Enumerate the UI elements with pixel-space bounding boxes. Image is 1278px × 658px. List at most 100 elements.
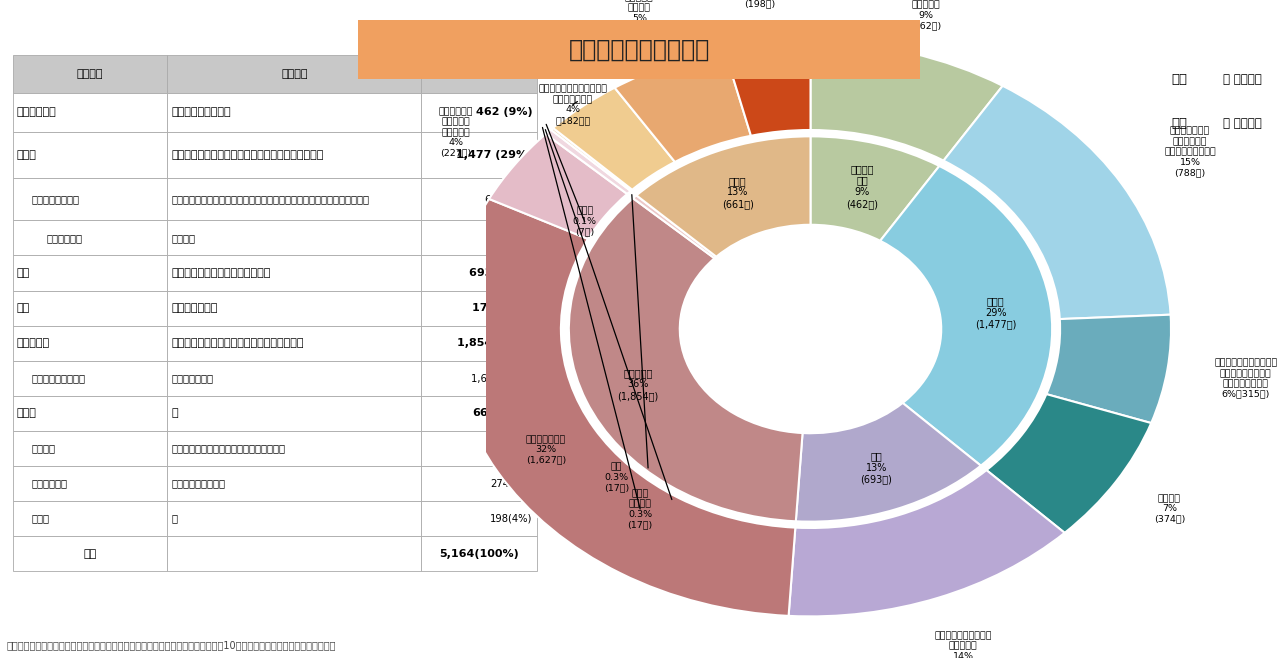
Text: 件数（割合）: 件数（割合） xyxy=(459,69,498,79)
Bar xyxy=(13,220,167,255)
FancyBboxPatch shape xyxy=(330,16,948,82)
Wedge shape xyxy=(633,195,717,259)
Wedge shape xyxy=(1047,315,1171,423)
Text: 下部農地での栽培作物: 下部農地での栽培作物 xyxy=(569,38,709,61)
Text: みょうが、ふき、うど、あしたば、わらび、どくだみ、レッドクローバー: みょうが、ふき、うど、あしたば、わらび、どくだみ、レッドクローバー xyxy=(171,194,369,204)
Bar xyxy=(13,536,167,571)
Bar xyxy=(167,466,422,501)
Bar xyxy=(13,255,167,291)
Bar xyxy=(422,178,537,220)
Bar xyxy=(422,395,537,431)
Bar xyxy=(13,501,167,536)
Text: 693 (13%): 693 (13%) xyxy=(469,268,533,278)
Text: 茶
4%
(198件): 茶 4% (198件) xyxy=(744,0,776,9)
Text: ｜ 主な作物: ｜ 主な作物 xyxy=(1223,117,1261,130)
Bar xyxy=(13,326,167,361)
Text: さかき・しきみ: さかき・しきみ xyxy=(171,373,213,383)
Text: うちみょうが: うちみょうが xyxy=(46,233,82,243)
Bar xyxy=(422,55,537,93)
Text: 合計: 合計 xyxy=(83,549,97,559)
Text: 1,477 (29%): 1,477 (29%) xyxy=(456,150,533,160)
Text: うち牧草: うち牧草 xyxy=(32,443,56,453)
Text: 土地利用
作物
9%
(462件): 土地利用 作物 9% (462件) xyxy=(846,164,878,209)
Bar xyxy=(422,431,537,466)
Wedge shape xyxy=(881,166,1052,466)
Text: 土地利用作物: 土地利用作物 xyxy=(17,107,56,117)
Text: 野菜（小松菜、白菜、ねぎ、かぼちゃ等）、いも類: 野菜（小松菜、白菜、ねぎ、かぼちゃ等）、いも類 xyxy=(171,150,323,160)
Text: 米、麦、
大豆、そば
9%
(462件): 米、麦、 大豆、そば 9% (462件) xyxy=(910,0,942,30)
Text: ユリ、
パンジー
0.3%
(17件): ユリ、 パンジー 0.3% (17件) xyxy=(627,489,653,529)
Text: 野菜等
29%
(1,477件): 野菜等 29% (1,477件) xyxy=(975,296,1016,329)
Text: 作物分類: 作物分類 xyxy=(77,69,104,79)
Text: 外円: 外円 xyxy=(1171,117,1187,130)
Text: センリョウ、
マホニア、
タマリュウ
4%
(227件): センリョウ、 マホニア、 タマリュウ 4% (227件) xyxy=(438,107,473,158)
Text: 182(4%): 182(4%) xyxy=(491,443,533,453)
Text: 1,627 (32%): 1,627 (32%) xyxy=(472,373,533,383)
Text: その他: その他 xyxy=(17,409,37,418)
Text: 果樹
13%
(693件): 果樹 13% (693件) xyxy=(860,451,892,484)
Wedge shape xyxy=(810,136,939,241)
Text: うち茶: うち茶 xyxy=(32,514,50,524)
Text: しいたけ、さくらげ: しいたけ、さくらげ xyxy=(171,478,225,488)
Text: 果樹: 果樹 xyxy=(17,268,31,278)
Text: しいたけ、
きくらげ
5%
(274件): しいたけ、 きくらげ 5% (274件) xyxy=(624,0,654,33)
Text: その他
0.1%
(7件): その他 0.1% (7件) xyxy=(573,207,597,236)
Bar xyxy=(167,255,422,291)
Wedge shape xyxy=(810,41,1003,161)
Text: 花き
0.3%
(17件): 花き 0.3% (17件) xyxy=(603,463,629,492)
Wedge shape xyxy=(489,134,627,239)
Bar xyxy=(167,291,422,326)
Text: 198(4%): 198(4%) xyxy=(491,514,533,524)
Text: さかき、しきみ、せんりょう、たまりゅう等: さかき、しきみ、せんりょう、たまりゅう等 xyxy=(171,338,304,348)
Bar xyxy=(422,536,537,571)
Text: 274(5%): 274(5%) xyxy=(489,478,533,488)
Bar xyxy=(167,220,422,255)
Wedge shape xyxy=(943,86,1171,319)
Text: 5,164(100%): 5,164(100%) xyxy=(440,549,519,559)
Bar xyxy=(167,55,422,93)
Text: ふき、うど、あしたば、
わらび、どくだみ、
レッドクローバー
6%（315件): ふき、うど、あしたば、 わらび、どくだみ、 レッドクローバー 6%（315件) xyxy=(1214,359,1278,399)
Wedge shape xyxy=(636,136,810,257)
Bar xyxy=(167,501,422,536)
Wedge shape xyxy=(450,199,795,616)
Bar xyxy=(13,431,167,466)
Text: 米、麦、大豆、そば: 米、麦、大豆、そば xyxy=(171,107,231,117)
Text: みょうが: みょうが xyxy=(171,233,196,243)
Bar xyxy=(422,132,537,178)
Text: 柑橘、ブルーベリー、
柿、ぶどう
14%
(693件): 柑橘、ブルーベリー、 柿、ぶどう 14% (693件) xyxy=(934,631,992,658)
Text: 資料｜営農型太陽光発電設備設置状況等について（令和４年度末現在）（令和６年10月農林水産省農村振興局）を基に作成: 資料｜営農型太陽光発電設備設置状況等について（令和４年度末現在）（令和６年10月… xyxy=(6,640,336,650)
Bar xyxy=(13,55,167,93)
Wedge shape xyxy=(725,41,810,136)
Bar xyxy=(167,132,422,178)
Text: うちきのこ類: うちきのこ類 xyxy=(32,478,68,488)
Text: みょうが
7%
(374件): みょうが 7% (374件) xyxy=(1154,494,1185,524)
Text: 661(13%): 661(13%) xyxy=(473,409,533,418)
Text: ユリ、パンジー: ユリ、パンジー xyxy=(171,303,219,313)
Text: ｜ 作物分類: ｜ 作物分類 xyxy=(1223,73,1261,86)
Wedge shape xyxy=(796,403,982,522)
Text: 374(7%): 374(7%) xyxy=(491,233,533,243)
Text: 主な作物: 主な作物 xyxy=(281,69,308,79)
Text: 野菜等: 野菜等 xyxy=(17,150,37,160)
Bar xyxy=(422,220,537,255)
Bar xyxy=(13,93,167,132)
Bar xyxy=(422,93,537,132)
Bar xyxy=(167,178,422,220)
Bar xyxy=(422,501,537,536)
Bar xyxy=(167,431,422,466)
Text: イタリアンライグラス、ソルゴー、レンゲ: イタリアンライグラス、ソルゴー、レンゲ xyxy=(171,443,285,453)
Wedge shape xyxy=(546,130,631,194)
Text: 17 (0.3%): 17 (0.3%) xyxy=(473,303,533,313)
Text: －: － xyxy=(171,409,178,418)
Text: 柑橘、ブルーベリー、柿、ぶどう: 柑橘、ブルーベリー、柿、ぶどう xyxy=(171,268,271,278)
Text: イタリアンライグラス、ソ
ルゴー、レンゲ
4%
（182件）: イタリアンライグラス、ソ ルゴー、レンゲ 4% （182件） xyxy=(538,85,607,125)
Bar xyxy=(13,178,167,220)
Wedge shape xyxy=(569,198,803,521)
Bar xyxy=(422,361,537,395)
Text: その他
13%
(661件): その他 13% (661件) xyxy=(722,176,754,209)
Text: 野菜（小松菜、
白菜、ねぎ、
カボチャ）、いも類
15%
(788件): 野菜（小松菜、 白菜、ねぎ、 カボチャ）、いも類 15% (788件) xyxy=(1164,127,1215,177)
Wedge shape xyxy=(789,470,1065,617)
Bar xyxy=(422,291,537,326)
Bar xyxy=(167,326,422,361)
Wedge shape xyxy=(551,128,633,191)
